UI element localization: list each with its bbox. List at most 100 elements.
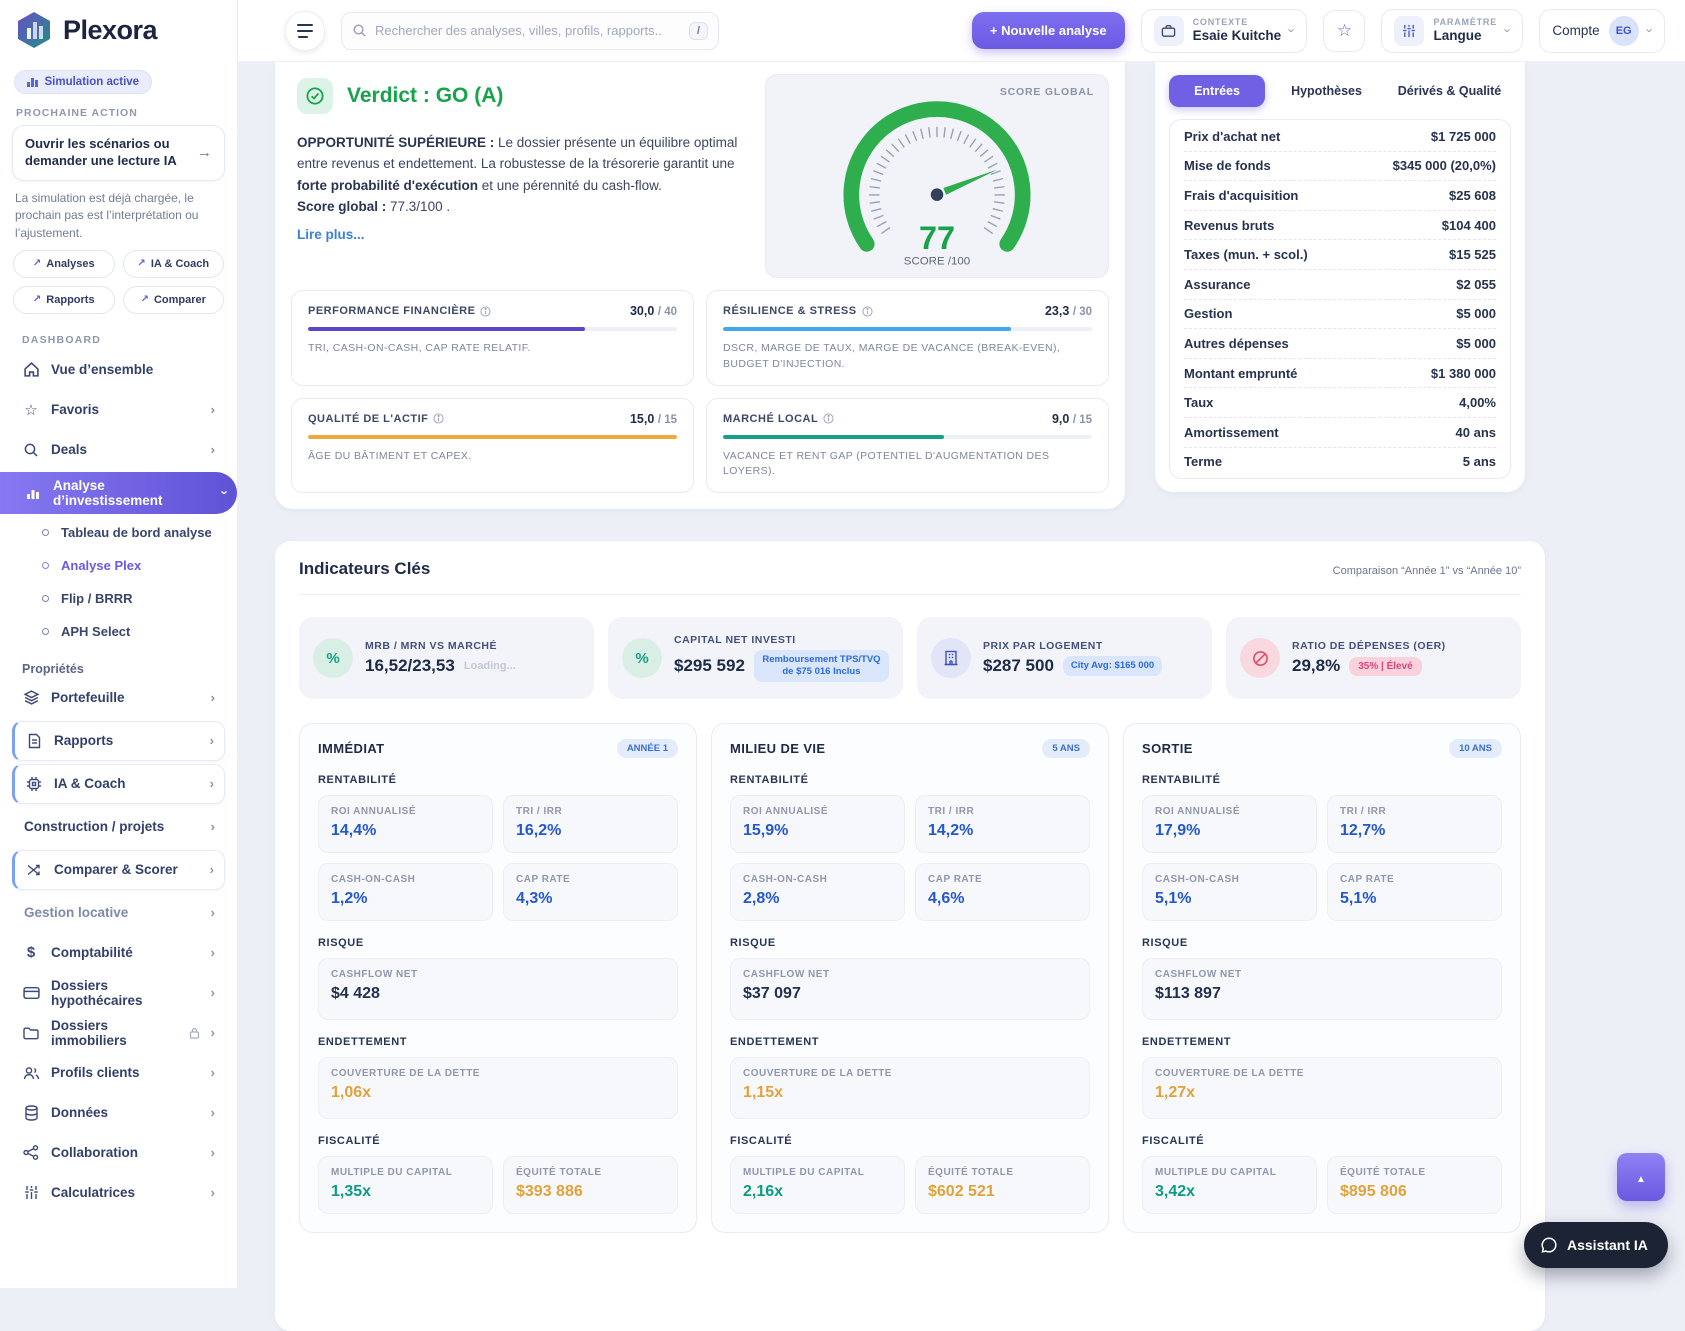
verdict-summary: OPPORTUNITÉ SUPÉRIEURE : Le dossier prés… <box>297 132 745 217</box>
favorites-button[interactable]: ☆ <box>1323 10 1365 52</box>
shuffle-icon <box>25 862 43 878</box>
language-selector[interactable]: PARAMÈTRE Langue <box>1381 9 1523 53</box>
brand-logo[interactable]: Plexora <box>0 0 237 60</box>
score-card-performance: PERFORMANCE FINANCIÈRE 30,0 / 40 TRI, CA… <box>291 290 694 386</box>
metric-equite: ÉQUITÉ TOTALE$602 521 <box>915 1156 1090 1214</box>
quick-link-rapports[interactable]: Rapports <box>13 286 115 314</box>
sidebar-item-collaboration[interactable]: Collaboration <box>12 1133 225 1173</box>
quick-link-ia-coach[interactable]: IA & Coach <box>123 250 225 278</box>
metric-cashflow: CASHFLOW NET$37 097 <box>730 958 1090 1020</box>
quick-link-analyses[interactable]: Analyses <box>13 250 115 278</box>
sidebar-subitem-flip-brrr[interactable]: Flip / BRRR <box>42 582 225 615</box>
info-icon[interactable] <box>862 306 873 317</box>
sidebar-item-gestion-locative[interactable]: Gestion locative <box>12 893 225 933</box>
percent-icon <box>313 638 353 678</box>
credit-card-icon <box>22 986 40 1000</box>
entries-tabs: Entrées Hypothèses Dérivés & Qualité <box>1169 75 1511 107</box>
info-icon[interactable] <box>433 413 444 424</box>
menu-toggle-button[interactable] <box>285 11 325 51</box>
search-bar[interactable]: / <box>341 12 719 50</box>
search-input[interactable] <box>375 23 681 38</box>
chevron-right-icon <box>211 1025 215 1040</box>
dollar-icon: $ <box>22 944 40 961</box>
sidebar-item-profils-clients[interactable]: Profils clients <box>12 1053 225 1093</box>
account-label: Compte <box>1552 23 1599 38</box>
building-icon <box>931 638 971 678</box>
entry-label: Revenus bruts <box>1184 218 1274 233</box>
new-analysis-button[interactable]: + Nouvelle analyse <box>972 12 1125 49</box>
sidebar-item-ia-coach[interactable]: IA & Coach <box>12 764 225 804</box>
sidebar-subitem-analyse-plex[interactable]: Analyse Plex <box>42 549 225 582</box>
tab-entrees[interactable]: Entrées <box>1169 75 1265 107</box>
sidebar-item-dossiers-immobiliers[interactable]: Dossiers immobiliers <box>12 1013 225 1053</box>
sidebar-item-vue-densemble[interactable]: Vue d’ensemble <box>12 350 225 390</box>
period-card-immediat: IMMÉDIAT ANNÉE 1 RENTABILITÉ ROI ANNUALI… <box>299 723 697 1233</box>
chevron-right-icon <box>211 1145 215 1160</box>
tab-hypotheses[interactable]: Hypothèses <box>1265 75 1388 107</box>
briefcase-icon <box>1154 16 1184 46</box>
entry-value: $345 000 (20,0%) <box>1393 158 1496 173</box>
table-row: Assurance$2 055 <box>1184 270 1496 300</box>
sidebar-item-favoris[interactable]: ☆ Favoris <box>12 390 225 430</box>
search-icon <box>352 23 367 38</box>
kpi-capital-net: CAPITAL NET INVESTI $295 592 Rembourseme… <box>608 617 903 699</box>
chevron-down-icon <box>223 485 227 500</box>
entry-value: 4,00% <box>1459 395 1496 410</box>
sidebar-item-comptabilite[interactable]: $ Comptabilité <box>12 933 225 973</box>
scroll-to-top-button[interactable] <box>1617 1153 1665 1201</box>
database-icon <box>22 1105 40 1121</box>
bar-chart-icon <box>27 77 38 87</box>
sidebar-item-dossiers-hypothecaires[interactable]: Dossiers hypothécaires <box>12 973 225 1013</box>
quick-link-comparer[interactable]: Comparer <box>123 286 225 314</box>
read-more-link[interactable]: Lire plus... <box>297 227 365 242</box>
next-action-card[interactable]: Ouvrir les scénarios ou demander une lec… <box>12 125 225 181</box>
indicateurs-cles-section: Indicateurs Clés Comparaison “Année 1” v… <box>275 541 1545 1331</box>
tab-derives-qualite[interactable]: Dérivés & Qualité <box>1388 75 1511 107</box>
bullet-icon <box>42 562 49 569</box>
folder-icon <box>22 1026 40 1040</box>
chevron-right-icon <box>210 776 214 791</box>
chevron-right-icon <box>211 1105 215 1120</box>
sidebar-item-construction[interactable]: Construction / projets <box>12 807 225 847</box>
simulation-active-badge: Simulation active <box>14 70 152 94</box>
table-row: Revenus bruts$104 400 <box>1184 211 1496 241</box>
sidebar-item-calculatrices[interactable]: Calculatrices <box>12 1173 225 1213</box>
account-selector[interactable]: Compte EG <box>1539 9 1665 53</box>
search-icon <box>22 442 40 458</box>
table-row: Autres dépenses$5 000 <box>1184 329 1496 359</box>
section-proprietes: Propriétés <box>22 662 215 676</box>
sidebar-item-rapports[interactable]: Rapports <box>12 721 225 761</box>
info-icon[interactable] <box>480 306 491 317</box>
chevron-right-icon <box>211 1065 215 1080</box>
context-selector[interactable]: CONTEXTE Esaie Kuitche <box>1141 9 1308 53</box>
info-icon[interactable] <box>823 413 834 424</box>
score-gauge: 77 SCORE /100 <box>822 87 1052 273</box>
sidebar-item-comparer-scorer[interactable]: Comparer & Scorer <box>12 850 225 890</box>
sidebar-item-deals[interactable]: Deals <box>12 430 225 470</box>
bullet-icon <box>42 595 49 602</box>
ai-assistant-button[interactable]: Assistant IA <box>1524 1222 1668 1268</box>
sidebar-item-analyse-investissement[interactable]: Analyse d’investissement <box>0 472 237 514</box>
sidebar-subitem-tableau-de-bord[interactable]: Tableau de bord analyse <box>42 516 225 549</box>
table-row: Frais d'acquisition$25 608 <box>1184 181 1496 211</box>
sidebar-item-portefeuille[interactable]: Portefeuille <box>12 678 225 718</box>
entry-value: $1 725 000 <box>1431 129 1496 144</box>
sidebar-item-donnees[interactable]: Données <box>12 1093 225 1133</box>
table-row: Prix d'achat net$1 725 000 <box>1184 122 1496 152</box>
entry-value: $5 000 <box>1456 336 1496 351</box>
kpi-ratio-depenses: RATIO DE DÉPENSES (OER) 29,8% 35% | Élev… <box>1226 617 1521 699</box>
sliders-icon <box>1394 16 1424 46</box>
next-action-desc: La simulation est déjà chargée, le proch… <box>15 190 222 242</box>
context-caption: CONTEXTE <box>1193 17 1282 28</box>
entry-value: 40 ans <box>1456 425 1496 440</box>
sidebar-subitem-aph-select[interactable]: APH Select <box>42 615 225 648</box>
